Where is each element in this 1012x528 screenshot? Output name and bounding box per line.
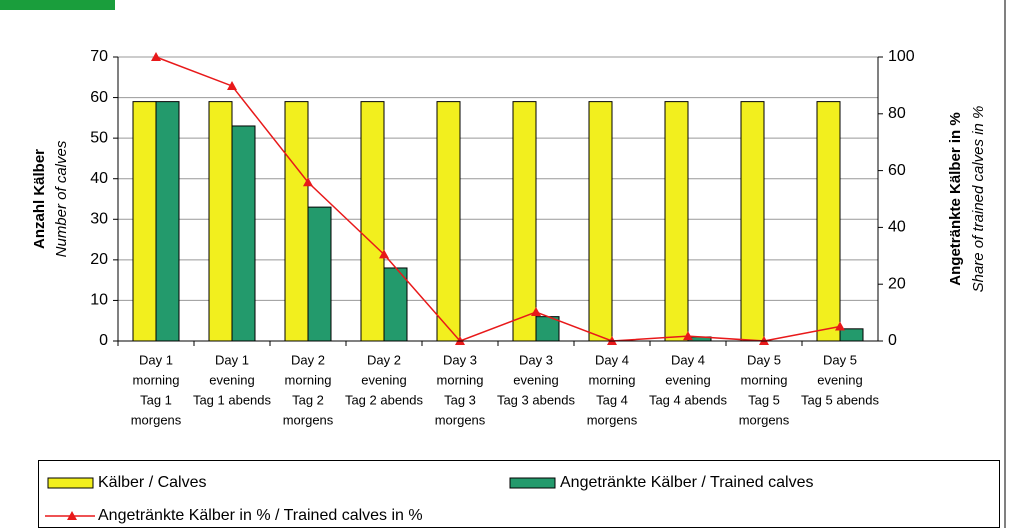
legend-label: Angetränkte Kälber / Trained calves (560, 474, 813, 491)
marker (379, 249, 389, 259)
bar (535, 316, 560, 342)
y2-tick-label: 60 (888, 162, 906, 179)
bar (155, 101, 180, 342)
y2-axis-subtitle: Share of trained calves in % (970, 106, 987, 293)
x-tick-label: Tag 5 (748, 392, 780, 407)
x-tick-label: Tag 4 abends (649, 392, 728, 407)
y-tick-label: 40 (90, 170, 108, 187)
y2-tick-label: 80 (888, 105, 906, 122)
bar (664, 101, 689, 342)
y-tick-label: 60 (90, 89, 108, 106)
x-tick-label: Tag 2 abends (345, 392, 424, 407)
y-tick-label: 10 (90, 292, 108, 309)
bar (307, 206, 332, 342)
x-tick-label: morgens (131, 412, 182, 427)
x-tick-label: evening (209, 372, 255, 387)
legend-swatch (47, 477, 94, 489)
line (155, 56, 841, 342)
marker (227, 80, 237, 90)
bar (512, 101, 537, 342)
bar (208, 101, 233, 342)
x-tick-label: Tag 5 abends (801, 392, 880, 407)
y-tick-label: 0 (99, 332, 108, 349)
x-tick-label: morning (741, 372, 788, 387)
y-axis-title: Anzahl Kälber (31, 149, 48, 249)
legend-label: Kälber / Calves (98, 474, 207, 491)
x-tick-label: morgens (739, 412, 790, 427)
y-tick-label: 30 (90, 211, 108, 228)
x-tick-label: Day 4 (671, 352, 705, 367)
marker (151, 52, 161, 61)
x-tick-label: morning (589, 372, 636, 387)
x-tick-label: Day 4 (595, 352, 629, 367)
y2-tick-label: 0 (888, 332, 897, 349)
x-tick-label: Tag 2 (292, 392, 324, 407)
legend-swatch (509, 477, 556, 489)
header-bar (0, 0, 115, 10)
x-tick-label: Tag 4 (596, 392, 628, 407)
bar (231, 125, 256, 342)
legend-marker (67, 511, 77, 520)
bar (740, 101, 765, 342)
y-axis-subtitle: Number of calves (53, 140, 70, 257)
bar (284, 101, 309, 342)
x-tick-label: morgens (587, 412, 638, 427)
x-tick-label: evening (361, 372, 407, 387)
legend-label: Angetränkte Kälber in % / Trained calves… (98, 507, 423, 524)
bar (360, 101, 385, 342)
x-tick-label: morning (285, 372, 332, 387)
y2-tick-label: 100 (888, 48, 915, 65)
marker (531, 307, 541, 317)
bar (816, 101, 841, 342)
marker (303, 177, 313, 187)
y2-tick-label: 40 (888, 219, 906, 236)
x-tick-label: Day 3 (519, 352, 553, 367)
x-tick-label: Day 1 (215, 352, 249, 367)
marker (835, 321, 845, 331)
x-tick-label: Day 1 (139, 352, 173, 367)
x-tick-label: morning (133, 372, 180, 387)
x-tick-label: morgens (435, 412, 486, 427)
bar (436, 101, 461, 342)
x-tick-label: Day 5 (747, 352, 781, 367)
y2-tick-label: 20 (888, 275, 906, 292)
x-tick-label: Day 3 (443, 352, 477, 367)
bar (383, 267, 408, 342)
bar (132, 101, 157, 342)
x-tick-label: Day 2 (367, 352, 401, 367)
x-tick-label: Tag 3 abends (497, 392, 576, 407)
x-tick-label: Tag 1 (140, 392, 172, 407)
bar (839, 328, 864, 342)
x-tick-label: Day 2 (291, 352, 325, 367)
x-tick-label: morgens (283, 412, 334, 427)
x-tick-label: Tag 1 abends (193, 392, 272, 407)
marker (683, 331, 693, 341)
x-tick-label: Day 5 (823, 352, 857, 367)
x-tick-label: evening (665, 372, 711, 387)
x-tick-label: evening (817, 372, 863, 387)
y-tick-label: 20 (90, 251, 108, 268)
x-tick-label: evening (513, 372, 559, 387)
y-tick-label: 70 (90, 48, 108, 65)
y-tick-label: 50 (90, 129, 108, 146)
y2-axis-title: Angetränkte Kälber in % (947, 112, 964, 285)
x-tick-label: Tag 3 (444, 392, 476, 407)
x-tick-label: morning (437, 372, 484, 387)
bar (588, 101, 613, 342)
